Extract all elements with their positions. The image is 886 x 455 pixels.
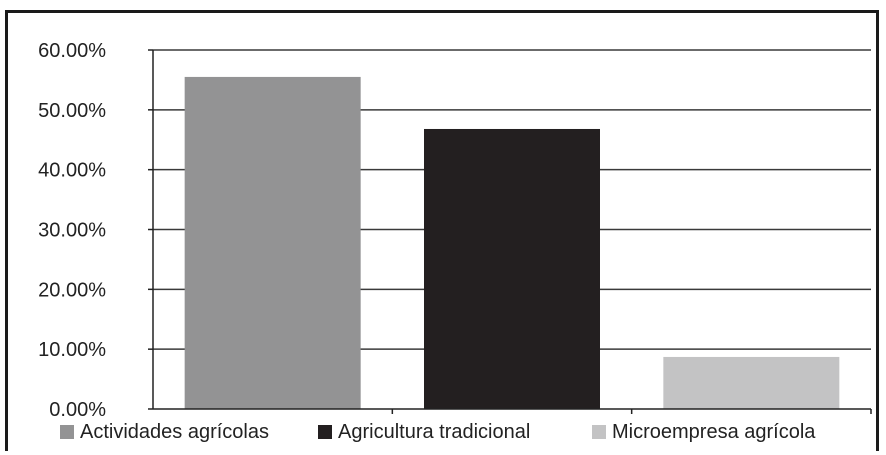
chart-frame bbox=[5, 10, 879, 451]
bars bbox=[184, 76, 840, 410]
legend-label-3: Microempresa agrícola bbox=[612, 421, 816, 443]
legend: Actividades agrícolas Agricultura tradici… bbox=[60, 421, 816, 443]
legend-label-2: Agricultura tradicional bbox=[338, 421, 530, 443]
y-tick-label: 10.00% bbox=[38, 339, 106, 361]
y-tick-label: 20.00% bbox=[38, 279, 106, 301]
y-tick-label: 60.00% bbox=[38, 40, 106, 62]
y-tick-label: 50.00% bbox=[38, 100, 106, 122]
legend-swatch-3 bbox=[592, 425, 606, 439]
bar-2 bbox=[424, 128, 600, 410]
axes bbox=[148, 49, 872, 414]
bar-1 bbox=[184, 76, 361, 410]
y-tick-label: 30.00% bbox=[38, 220, 106, 242]
legend-swatch-1 bbox=[60, 425, 74, 439]
y-tick-label: 0.00% bbox=[49, 399, 106, 421]
legend-swatch-2 bbox=[318, 425, 332, 439]
bar-3 bbox=[663, 356, 840, 409]
y-tick-labels: 0.00% 10.00% 20.00% 30.00% 40.00% 50.00% 60.00… bbox=[38, 40, 106, 421]
y-tick-label: 40.00% bbox=[38, 160, 106, 182]
legend-label-1: Actividades agrícolas bbox=[80, 421, 269, 443]
